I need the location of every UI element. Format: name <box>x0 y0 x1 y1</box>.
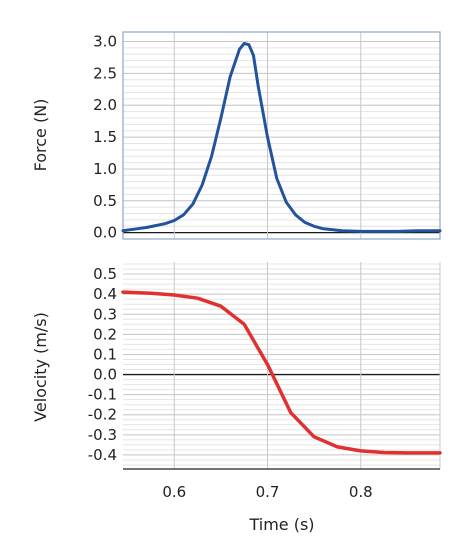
velocity-y-ticks: 0.5 0.4 0.3 0.2 0.1 0.0 -0.1 -0.2 -0.3 -0.4 <box>88 265 117 464</box>
velocity-y-tick-label: -0.4 <box>88 446 117 464</box>
force-y-tick-label: 2.5 <box>93 64 117 82</box>
time-x-axis-title: Time (s) <box>248 515 314 534</box>
force-y-tick-label: 1.0 <box>93 160 117 178</box>
time-x-tick-label: 0.8 <box>349 483 373 501</box>
velocity-y-tick-label: 0.0 <box>93 366 117 384</box>
force-grid <box>123 32 440 239</box>
force-y-tick-label: 0.0 <box>93 224 117 242</box>
force-y-ticks: 3.0 2.5 2.0 1.5 1.0 0.5 0.0 <box>93 33 117 242</box>
velocity-y-tick-label: 0.3 <box>93 305 117 323</box>
velocity-grid <box>123 262 441 469</box>
velocity-y-tick-label: -0.3 <box>88 426 117 444</box>
velocity-y-axis-title: Velocity (m/s) <box>31 312 50 422</box>
force-y-tick-label: 2.0 <box>93 96 117 114</box>
force-series-line <box>121 42 442 233</box>
velocity-y-tick-label: 0.4 <box>93 285 117 303</box>
time-x-tick-label: 0.7 <box>256 483 280 501</box>
velocity-y-tick-label: 0.5 <box>93 265 117 283</box>
velocity-y-tick-label: 0.2 <box>93 325 117 343</box>
velocity-series-line <box>121 290 442 455</box>
force-series <box>121 42 442 233</box>
force-y-axis-title: Force (N) <box>31 99 50 172</box>
force-plot-frame <box>122 31 441 240</box>
velocity-series <box>121 290 442 455</box>
force-y-tick-label: 3.0 <box>93 33 117 51</box>
time-x-ticks: 0.6 0.7 0.8 <box>162 483 372 501</box>
time-x-tick-label: 0.6 <box>162 483 186 501</box>
velocity-y-tick-label: 0.1 <box>93 345 117 363</box>
force-y-tick-label: 1.5 <box>93 128 117 146</box>
force-y-tick-label: 0.5 <box>93 192 117 210</box>
velocity-y-tick-label: -0.2 <box>88 406 117 424</box>
velocity-y-tick-label: -0.1 <box>88 386 117 404</box>
